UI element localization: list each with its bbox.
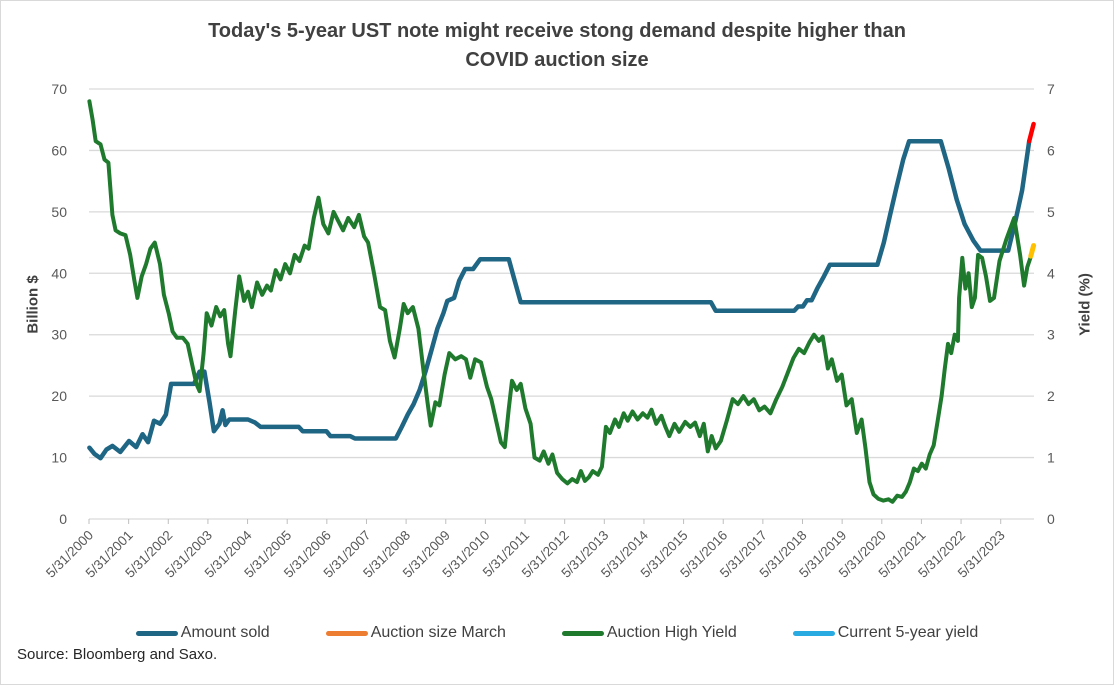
left-axis-title: Billion $ [24, 275, 42, 334]
y-left-tick-label: 0 [59, 511, 67, 527]
legend-swatch-icon [561, 630, 604, 636]
chart-title-line2: COVID auction size [465, 49, 649, 71]
y-right-tick-label: 7 [1047, 81, 1055, 97]
legend-swatch-icon [325, 630, 368, 636]
y-left-tick-label: 70 [51, 81, 67, 97]
y-right-tick-label: 2 [1047, 388, 1055, 404]
auction-size-march-line [1026, 121, 1036, 144]
legend-item-amount-sold[interactable]: Amount sold [135, 624, 270, 642]
auction-high-yield-line [87, 99, 1033, 504]
chart-title-line1: Today's 5-year UST note might receive st… [208, 20, 906, 42]
legend: Amount sold Auction size March Auction Hig… [1, 624, 1113, 642]
y-right-tick-label: 3 [1047, 327, 1055, 343]
y-left-tick-label: 30 [51, 327, 67, 343]
y-left-tick-label: 10 [51, 450, 67, 466]
legend-label: Auction size March [370, 624, 506, 641]
gridlines [89, 88, 1034, 520]
legend-item-auction-size-march[interactable]: Auction size March [325, 624, 506, 642]
amount-sold-line [87, 138, 1032, 461]
current-5-year-yield-line [1028, 243, 1037, 259]
y-left-tick-labels: 0 10 20 30 40 50 60 70 [51, 81, 67, 527]
y-left-tick-label: 40 [51, 265, 67, 281]
y-right-tick-label: 5 [1047, 204, 1055, 220]
y-right-tick-label: 1 [1047, 450, 1055, 466]
legend-label: Auction High Yield [606, 624, 737, 641]
legend-swatch-icon [135, 630, 178, 636]
x-axis: 5/31/20005/31/20015/31/20025/31/20035/31… [43, 519, 1008, 581]
legend-item-current-5-year-yield[interactable]: Current 5-year yield [792, 624, 979, 642]
y-right-tick-label: 0 [1047, 511, 1055, 527]
y-left-tick-label: 60 [51, 142, 67, 158]
right-axis-title: Yield (%) [1076, 273, 1094, 336]
y-right-tick-labels: 0 1 2 3 4 5 6 7 [1047, 81, 1055, 527]
y-left-tick-label: 20 [51, 388, 67, 404]
y-left-tick-label: 50 [51, 204, 67, 220]
legend-label: Amount sold [180, 624, 270, 641]
y-right-tick-label: 4 [1047, 265, 1055, 281]
y-right-tick-label: 6 [1047, 142, 1055, 158]
source-note: Source: Bloomberg and Saxo. [17, 646, 218, 663]
legend-swatch-icon [792, 630, 835, 636]
legend-item-auction-high-yield[interactable]: Auction High Yield [561, 624, 737, 642]
chart-title: Today's 5-year UST note might receive st… [1, 17, 1113, 75]
legend-label: Current 5-year yield [837, 624, 979, 641]
